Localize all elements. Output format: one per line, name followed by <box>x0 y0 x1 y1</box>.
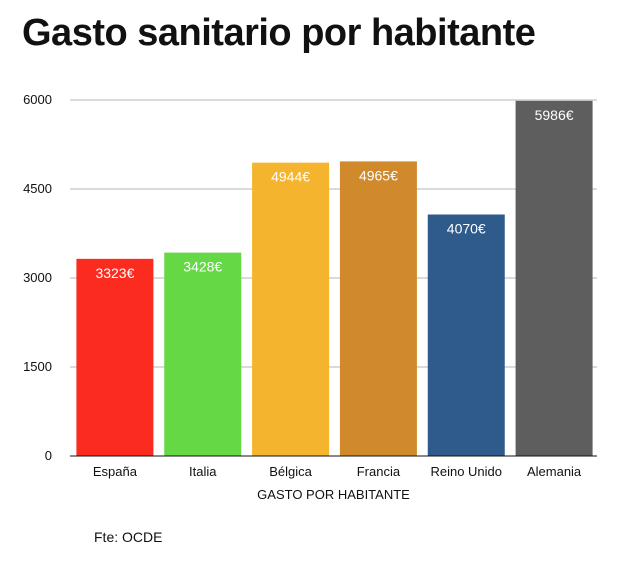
bar <box>252 162 330 456</box>
category-label: Italia <box>189 464 217 479</box>
category-labels: España Italia Bélgica Francia Reino Unido Ale… <box>93 464 582 479</box>
bars <box>76 100 593 457</box>
gridlines <box>70 99 597 368</box>
category-label: Reino Unido <box>430 464 502 479</box>
bar-value-label: 4944€ <box>271 169 310 185</box>
bar-value-labels: 3323€ 3428€ 4944€ 4965€ 4070€ 5986€ <box>95 107 573 281</box>
bar-value-label: 3428€ <box>183 259 222 275</box>
y-tick-label: 4500 <box>23 181 52 196</box>
bar <box>164 252 242 456</box>
source-note: Fte: OCDE <box>94 529 163 545</box>
bar <box>427 214 505 456</box>
category-label: Alemania <box>527 464 582 479</box>
y-tick-label: 0 <box>45 448 52 463</box>
category-label: España <box>93 464 138 479</box>
x-axis-title: GASTO POR HABITANTE <box>257 487 410 502</box>
category-label: Bélgica <box>269 464 312 479</box>
y-tick-label: 1500 <box>23 359 52 374</box>
bar <box>339 161 417 456</box>
bar-value-label: 3323€ <box>95 265 134 281</box>
category-label: Francia <box>357 464 401 479</box>
bar <box>515 100 593 457</box>
y-axis-ticks: 0 1500 3000 4500 6000 <box>23 92 52 463</box>
y-tick-label: 6000 <box>23 92 52 107</box>
bar-value-label: 4070€ <box>447 221 486 237</box>
y-tick-label: 3000 <box>23 270 52 285</box>
bar-value-label: 4965€ <box>359 167 398 183</box>
chart-title: Gasto sanitario por habitante <box>22 12 536 54</box>
bar <box>76 258 154 456</box>
bar-value-label: 5986€ <box>535 107 574 123</box>
